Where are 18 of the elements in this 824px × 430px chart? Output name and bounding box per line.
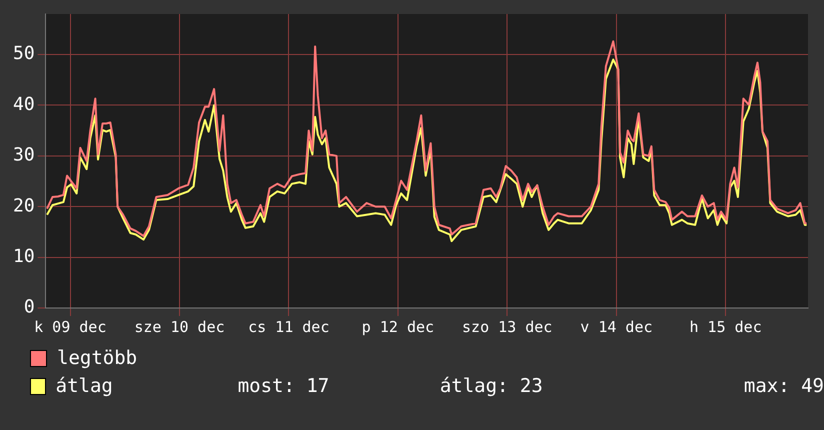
y-tick-label: 0 [24, 296, 35, 318]
x-tick-label: szo 13 dec [462, 318, 552, 336]
y-tick-label: 50 [12, 43, 35, 64]
x-tick-label: sze 10 dec [134, 318, 225, 336]
y-tick-label: 20 [12, 195, 35, 216]
y-tick-label: 40 [12, 94, 35, 115]
text: max: 49 [742, 375, 824, 397]
x-tick-label: cs 11 dec [248, 318, 330, 336]
x-tick-label: p 12 dec [362, 318, 434, 336]
x-tick-label: k 09 dec [34, 318, 106, 336]
y-tick-label: 10 [12, 246, 35, 267]
x-tick-label: h 15 dec [690, 318, 762, 336]
text: most: 17 [238, 375, 330, 397]
text: átlag: 23 [440, 375, 544, 397]
legend-label: legtöbb [57, 347, 138, 369]
y-tick-label: 30 [12, 144, 35, 166]
legend-label: átlag [56, 375, 114, 397]
x-tick-label: v 14 dec [580, 318, 653, 336]
